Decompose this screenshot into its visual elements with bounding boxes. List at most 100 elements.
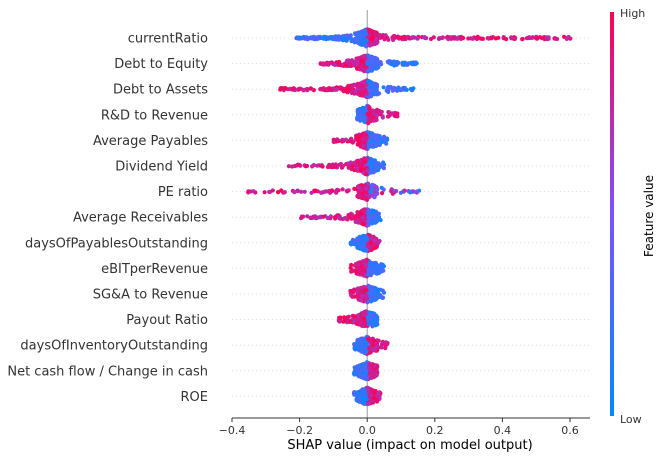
shap-dot xyxy=(387,113,392,118)
x-axis-title: SHAP value (impact on model output) xyxy=(287,438,532,453)
shap-dot xyxy=(399,87,404,92)
shap-dot xyxy=(359,211,364,216)
feature-label: Payout Ratio xyxy=(126,313,208,328)
shap-dot xyxy=(362,365,367,370)
shap-dot xyxy=(386,89,391,95)
shap-dot xyxy=(328,214,333,219)
feature-row-dots xyxy=(351,385,383,407)
shap-dot xyxy=(296,87,301,92)
shap-dot xyxy=(380,295,385,300)
shap-dot xyxy=(365,156,370,161)
shap-dot xyxy=(355,158,360,164)
shap-dot xyxy=(292,190,297,195)
shap-dot xyxy=(368,189,373,194)
shap-dot xyxy=(342,216,347,221)
shap-dot xyxy=(365,168,370,173)
shap-dot xyxy=(309,215,314,221)
shap-dot xyxy=(402,87,408,92)
shap-dot xyxy=(392,86,397,91)
shap-dot xyxy=(371,208,376,213)
shap-dot xyxy=(366,145,371,150)
shap-dot xyxy=(361,138,366,143)
shap-dot xyxy=(345,58,350,63)
shap-dot xyxy=(364,248,369,253)
feature-row-dots xyxy=(351,360,380,382)
shap-dot xyxy=(313,214,318,219)
feature-label: Net cash flow / Change in cash xyxy=(7,364,208,379)
shap-dot xyxy=(355,166,360,171)
shap-dot xyxy=(380,115,385,120)
shap-dot xyxy=(368,66,373,71)
shap-dot xyxy=(367,194,372,199)
shap-dot xyxy=(431,35,436,40)
shap-dot xyxy=(358,40,363,46)
feature-label: PE ratio xyxy=(158,185,208,200)
shap-dot xyxy=(344,63,349,68)
feature-row-dots xyxy=(286,155,387,177)
shap-dot xyxy=(346,165,351,170)
shap-dot xyxy=(365,296,370,301)
shap-dot xyxy=(251,189,256,194)
shap-dot xyxy=(408,190,413,195)
shap-dot xyxy=(363,370,369,375)
shap-dot xyxy=(402,34,407,40)
shap-dot xyxy=(356,237,361,242)
shap-dot xyxy=(360,215,365,220)
shap-dot xyxy=(369,398,374,403)
shap-dot xyxy=(396,86,401,92)
shap-dot xyxy=(389,189,394,194)
shap-dot xyxy=(367,361,372,366)
shap-dot xyxy=(283,86,288,91)
shap-dot xyxy=(353,82,358,87)
shap-dot xyxy=(262,190,267,195)
shap-dot xyxy=(352,314,357,319)
shap-dot xyxy=(349,36,354,41)
shap-dot xyxy=(345,189,350,194)
shap-dot xyxy=(360,266,365,272)
shap-dot xyxy=(355,338,360,343)
shap-dot xyxy=(365,237,370,242)
shap-dot xyxy=(360,371,365,376)
beeswarm-dots xyxy=(246,27,573,407)
shap-dot xyxy=(358,286,363,291)
x-axis-ticks: −0.4 −0.2 0.0 0.2 0.4 0.6 xyxy=(219,418,579,437)
shap-dot xyxy=(402,188,407,193)
shap-dot xyxy=(368,388,374,393)
shap-dot xyxy=(364,135,370,140)
shap-dot xyxy=(357,163,362,168)
shap-dot xyxy=(361,54,366,59)
shap-dot xyxy=(366,215,371,220)
shap-dot xyxy=(504,37,509,42)
shap-dot xyxy=(383,346,388,351)
shap-dot xyxy=(367,350,373,355)
shap-dot xyxy=(373,143,378,149)
shap-dot xyxy=(298,35,303,40)
shap-dot xyxy=(382,162,387,167)
shap-dot xyxy=(359,195,364,200)
shap-dot xyxy=(302,35,307,40)
colorbar-high-label: High xyxy=(620,7,645,20)
shap-dot xyxy=(309,190,314,195)
shap-dot xyxy=(379,262,384,267)
shap-dot xyxy=(356,84,362,89)
feature-row-dots xyxy=(331,130,390,151)
shap-dot xyxy=(370,35,375,40)
shap-dot xyxy=(327,61,332,66)
shap-dot xyxy=(356,140,361,145)
shap-dot xyxy=(371,170,376,175)
feature-row-dots xyxy=(352,334,390,357)
shap-dot xyxy=(370,367,375,372)
shap-dot xyxy=(325,35,330,40)
shap-dot xyxy=(375,92,380,97)
shap-dot xyxy=(366,337,371,342)
shap-dot xyxy=(303,164,308,169)
shap-dot xyxy=(410,35,415,40)
shap-dot xyxy=(366,401,371,406)
shap-dot xyxy=(352,365,357,370)
feature-row-dots xyxy=(278,78,416,100)
shap-dot xyxy=(358,133,363,138)
shap-dot xyxy=(359,322,364,327)
shap-dot xyxy=(358,167,363,172)
shap-dot xyxy=(369,163,374,168)
shap-dot xyxy=(333,216,338,221)
